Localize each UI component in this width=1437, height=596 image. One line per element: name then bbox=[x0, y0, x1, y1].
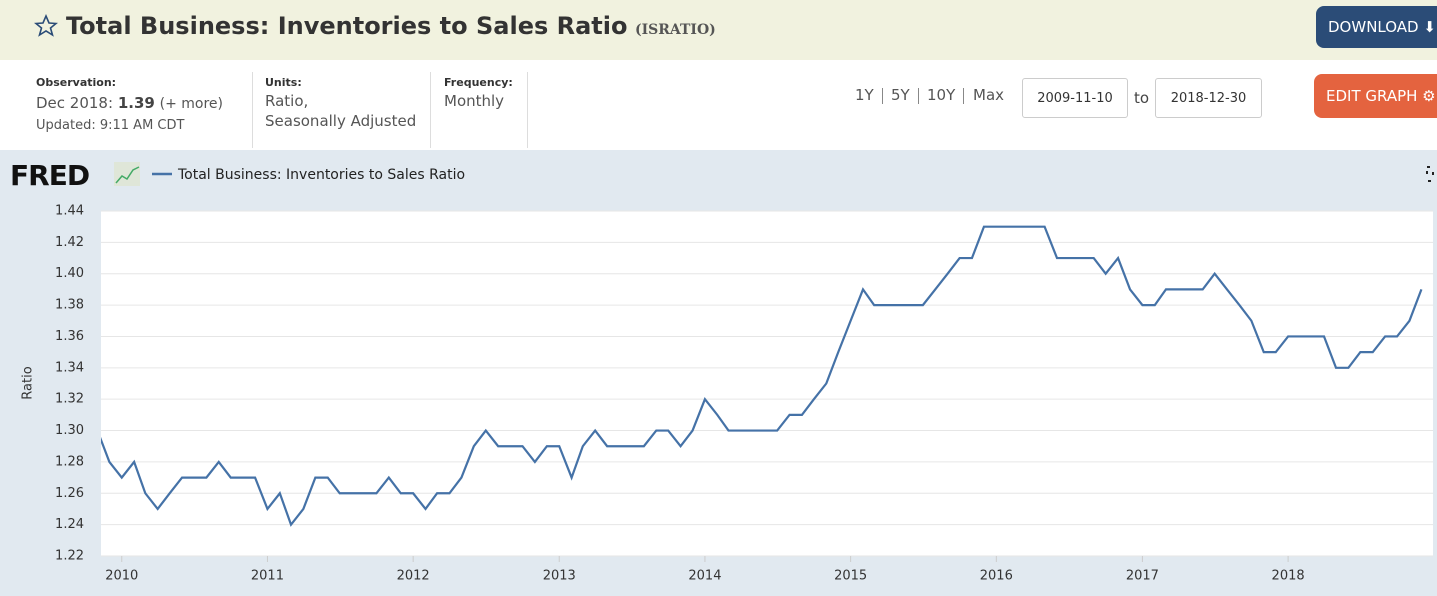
observation-date: Dec 2018: bbox=[36, 94, 114, 112]
separator bbox=[527, 72, 528, 148]
logo-icon bbox=[115, 166, 140, 184]
y-tick-label: 1.22 bbox=[55, 549, 84, 564]
range-separator bbox=[963, 88, 964, 104]
x-tick-label: 2010 bbox=[105, 569, 138, 584]
plot-area bbox=[101, 211, 1433, 556]
x-tick-label: 2011 bbox=[251, 569, 284, 584]
legend-label: Total Business: Inventories to Sales Rat… bbox=[177, 167, 465, 183]
y-tick-label: 1.30 bbox=[55, 423, 84, 438]
y-tick-label: 1.36 bbox=[55, 329, 84, 344]
units-label: Units: bbox=[265, 76, 302, 89]
separator bbox=[430, 72, 431, 148]
units-line: Ratio, bbox=[265, 92, 309, 110]
y-tick-label: 1.32 bbox=[55, 392, 84, 407]
range-button[interactable]: 5Y bbox=[891, 86, 910, 104]
x-tick-label: 2014 bbox=[688, 569, 721, 584]
x-tick-label: 2012 bbox=[397, 569, 430, 584]
x-tick-label: 2015 bbox=[834, 569, 867, 584]
range-separator bbox=[918, 88, 919, 104]
series-id: (ISRATIO) bbox=[635, 22, 716, 38]
fred-logo: FRED bbox=[10, 159, 89, 192]
frequency-label: Frequency: bbox=[444, 76, 513, 89]
edit-label: EDIT GRAPH bbox=[1326, 87, 1418, 105]
y-tick-label: 1.38 bbox=[55, 298, 84, 313]
y-tick-label: 1.42 bbox=[55, 235, 84, 250]
logo-icon bbox=[114, 162, 140, 186]
star-icon[interactable] bbox=[34, 14, 58, 38]
frequency: Monthly bbox=[444, 92, 505, 110]
x-tick-label: 2013 bbox=[543, 569, 576, 584]
observation-value: 1.39 bbox=[117, 94, 155, 112]
fullscreen-icon[interactable] bbox=[1426, 166, 1434, 182]
x-tick-label: 2018 bbox=[1272, 569, 1305, 584]
units-line: Seasonally Adjusted bbox=[265, 112, 417, 130]
series-title: Total Business: Inventories to Sales Rat… bbox=[66, 12, 628, 40]
x-tick-label: 2017 bbox=[1126, 569, 1159, 584]
data-line bbox=[101, 225, 1423, 527]
start-date-input[interactable]: 2009-11-10 bbox=[1022, 78, 1128, 118]
y-tick-label: 1.28 bbox=[55, 454, 84, 469]
x-tick-label: 2016 bbox=[980, 569, 1013, 584]
y-tick-label: 1.44 bbox=[55, 204, 84, 219]
y-tick-label: 1.34 bbox=[55, 360, 84, 375]
to-label: to bbox=[1134, 89, 1150, 107]
more-link[interactable]: (+ more) bbox=[159, 96, 223, 112]
range-button[interactable]: 10Y bbox=[927, 86, 956, 104]
y-tick-label: 1.24 bbox=[55, 517, 84, 532]
y-axis-label: Ratio bbox=[21, 366, 36, 399]
download-label: DOWNLOAD bbox=[1328, 18, 1419, 36]
observation: Dec 2018: 1.39 (+ more) bbox=[36, 94, 223, 112]
end-date-input[interactable]: 2018-12-30 bbox=[1155, 78, 1262, 118]
observation-label: Observation: bbox=[36, 76, 117, 89]
header-bar bbox=[0, 0, 1437, 60]
y-tick-label: 1.40 bbox=[55, 266, 84, 281]
y-tick-label: 1.26 bbox=[55, 486, 84, 501]
download-button[interactable]: DOWNLOAD ⬇ bbox=[1316, 6, 1437, 48]
range-button[interactable]: 1Y bbox=[855, 86, 874, 104]
edit-graph-button[interactable]: EDIT GRAPH ⚙ bbox=[1314, 74, 1437, 118]
separator bbox=[252, 72, 253, 148]
range-button[interactable]: Max bbox=[973, 86, 1005, 104]
updated: Updated: 9:11 AM CDT bbox=[36, 118, 185, 133]
range-separator bbox=[882, 88, 883, 104]
